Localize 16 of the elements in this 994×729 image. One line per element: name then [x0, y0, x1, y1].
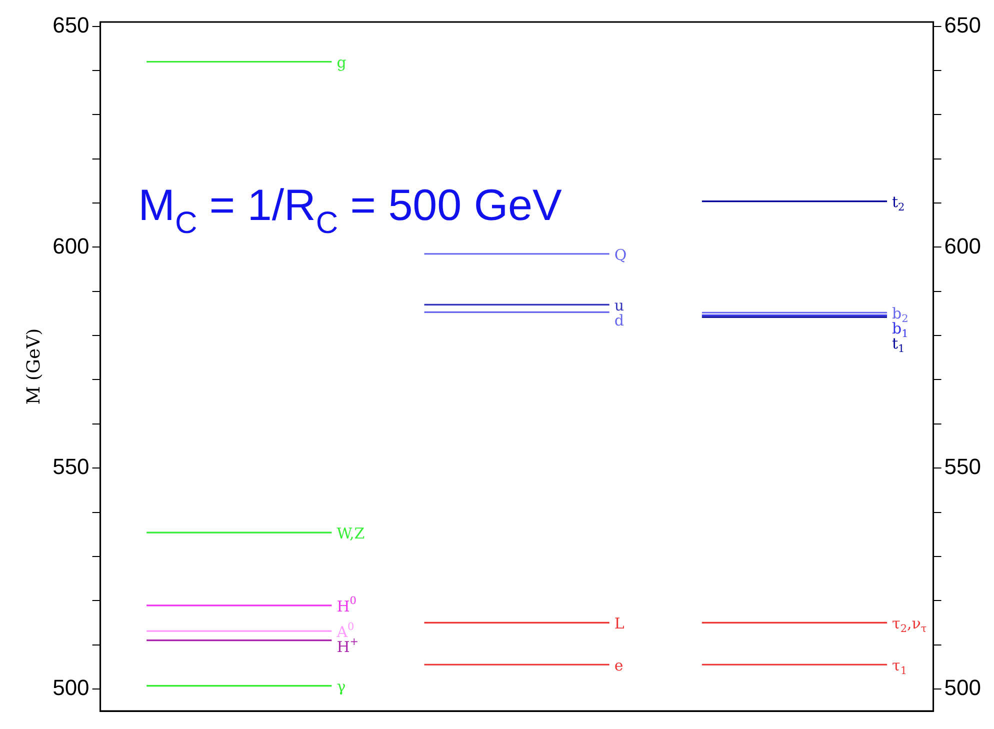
y-tick-label: 650: [52, 12, 90, 38]
y2-tick-label: 600: [944, 233, 982, 258]
series-label: Q: [614, 246, 627, 264]
y2-tick-label: 650: [944, 12, 982, 38]
y2-tick-label: 550: [944, 454, 982, 480]
series-label: L: [614, 614, 624, 633]
y-tick-label: 600: [52, 233, 90, 258]
series-label: γ: [336, 678, 346, 696]
series-label: g: [336, 54, 347, 72]
y-tick-label: 500: [52, 674, 90, 700]
series-label: e: [614, 656, 624, 675]
y-axis-title: M (GeV): [23, 328, 44, 405]
y2-tick-label: 500: [944, 674, 982, 700]
y-tick-label: 550: [52, 454, 90, 480]
series-label: W,Z: [336, 524, 365, 542]
series-label: H+: [336, 636, 359, 656]
